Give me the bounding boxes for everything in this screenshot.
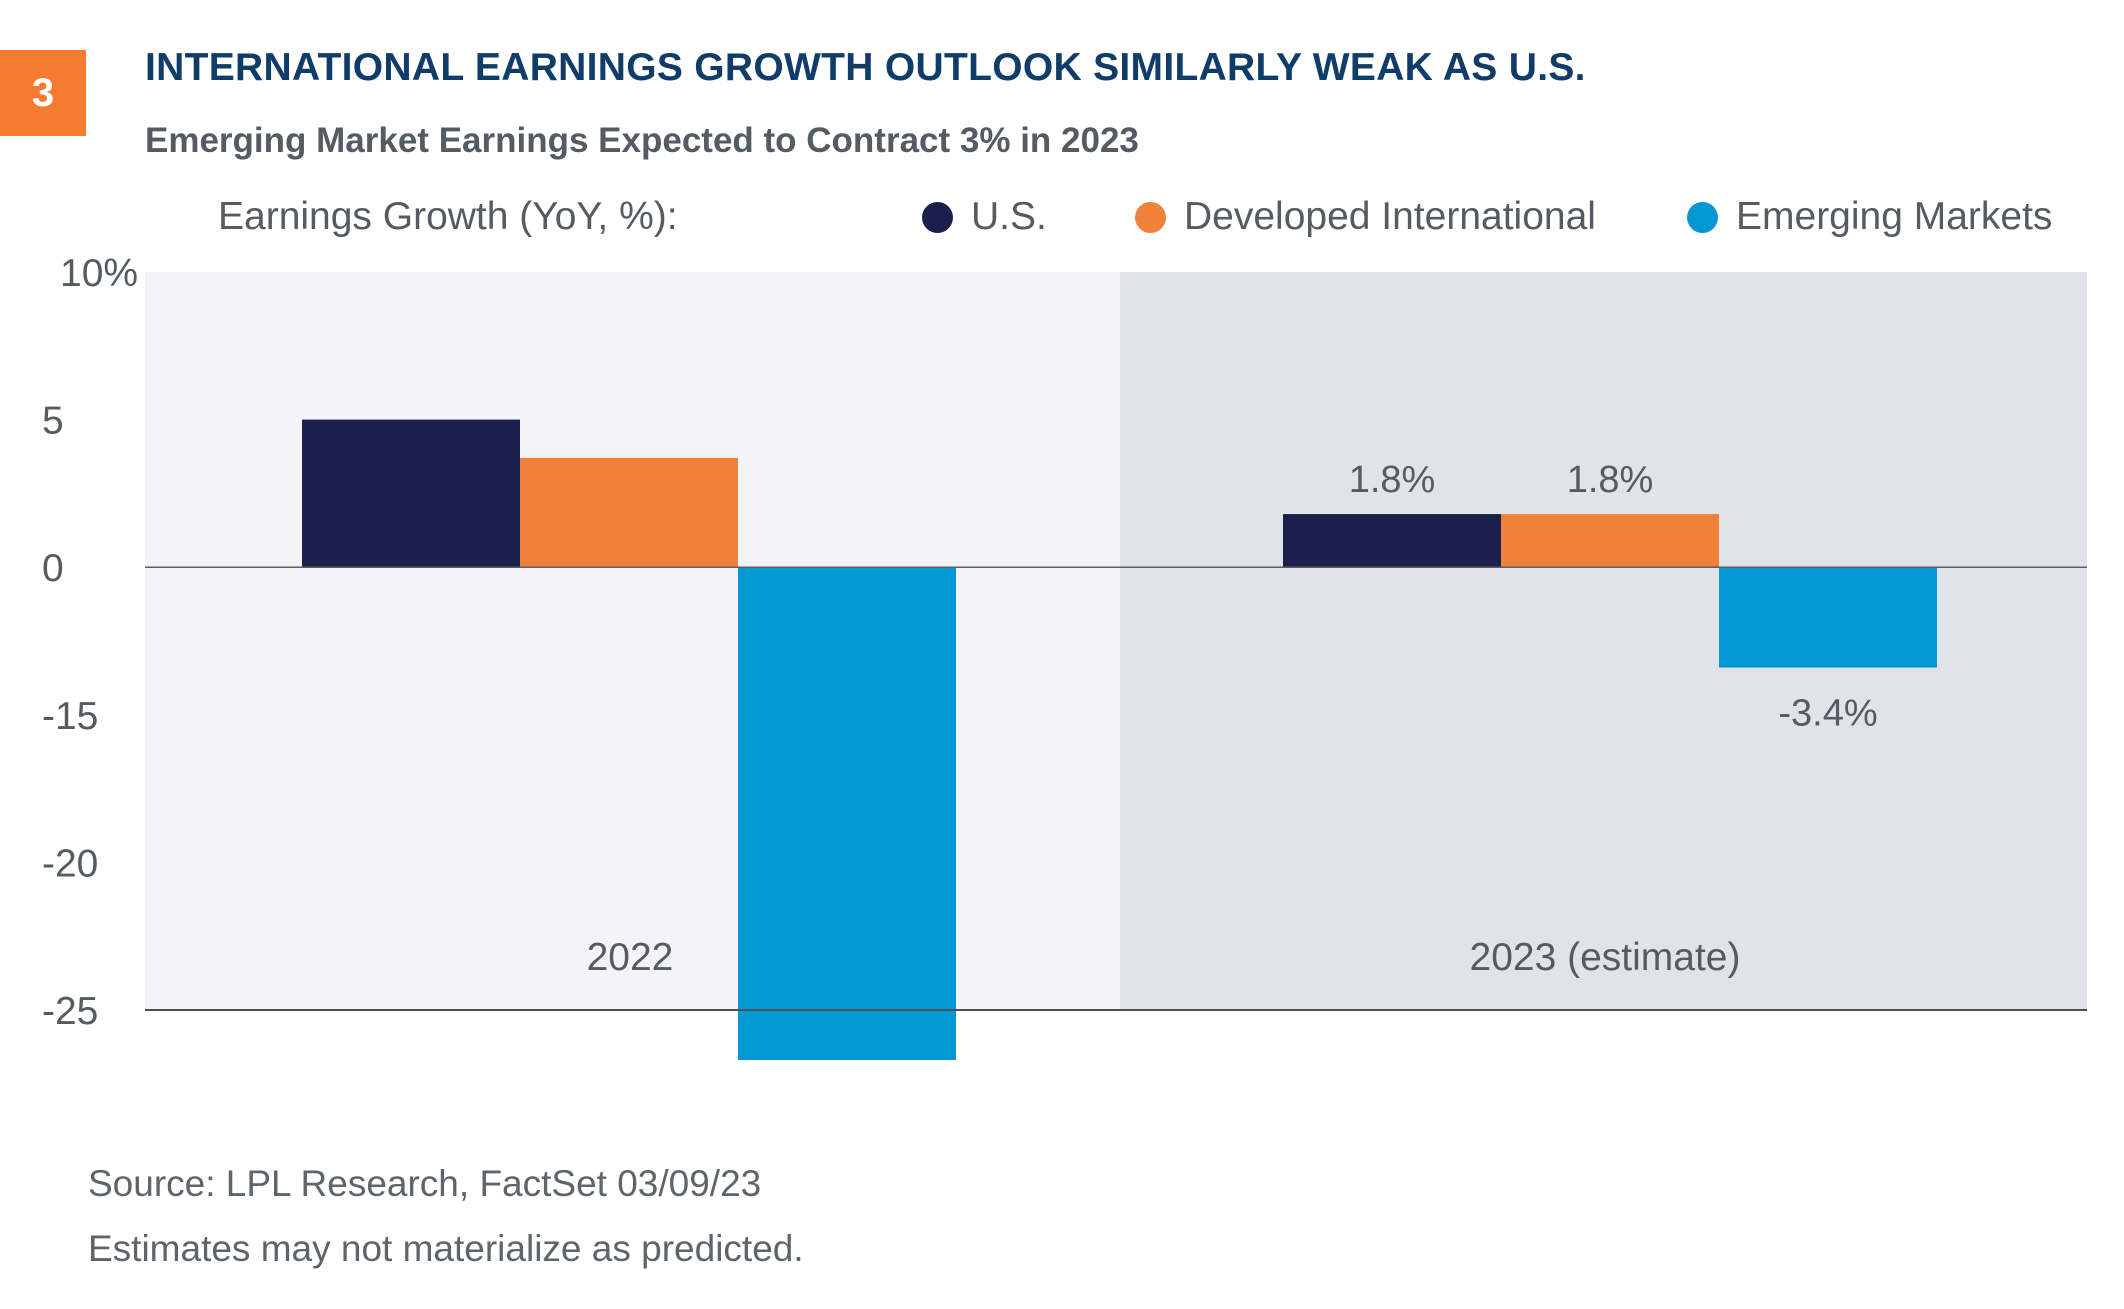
legend: Earnings Growth (YoY, %): U.S. Developed… (0, 195, 2124, 245)
legend-text-emerging: Emerging Markets (1736, 195, 2053, 238)
bar-emerging-2022 (738, 567, 956, 1060)
bar-developed-2023 (1501, 514, 1719, 568)
chart-number-badge: 3 (0, 50, 86, 136)
legend-item-emerging: Emerging Markets (1687, 195, 2052, 239)
chart-title: INTERNATIONAL EARNINGS GROWTH OUTLOOK SI… (145, 46, 1586, 89)
y-tick-label: 5 (42, 400, 64, 443)
legend-text-developed: Developed International (1184, 195, 1596, 238)
bar-developed-2022 (520, 457, 738, 568)
chart-subtitle: Emerging Market Earnings Expected to Con… (145, 121, 1139, 160)
legend-item-us: U.S. (922, 195, 1047, 239)
legend-swatch-us (922, 201, 953, 233)
bar-us-2023 (1283, 514, 1501, 568)
x-category-label: 2022 (587, 936, 674, 979)
y-tick-label: 0 (42, 547, 64, 590)
legend-item-developed: Developed International (1135, 195, 1596, 239)
panel-2023 (1120, 272, 2087, 1010)
bar-us-2022 (302, 419, 520, 568)
source-note: Source: LPL Research, FactSet 03/09/23 (88, 1163, 762, 1204)
data-label-developed-2023: 1.8% (1567, 459, 1654, 501)
legend-label: Earnings Growth (YoY, %): (218, 195, 678, 238)
bar-emerging-2023 (1719, 567, 1937, 668)
legend-text-us: U.S. (971, 195, 1047, 238)
y-tick-label: -15 (42, 695, 98, 738)
y-tick-label: -25 (42, 990, 98, 1033)
data-label-emerging-2023: -3.4% (1778, 693, 1877, 735)
bar-chart: 1.8% 1.8% -3.4% 10% 5 0 -15 -20 -25 2022 2023 (est… (42, 252, 2087, 1060)
data-label-us-2023: 1.8% (1349, 459, 1436, 501)
disclaimer-note: Estimates may not materialize as predict… (88, 1228, 804, 1269)
y-tick-label: -20 (42, 842, 98, 885)
legend-swatch-emerging (1687, 201, 1718, 233)
x-category-label: 2023 (estimate) (1470, 936, 1741, 979)
legend-swatch-developed (1135, 201, 1166, 233)
y-tick-label: 10% (60, 252, 138, 295)
panel-2022 (145, 272, 1120, 1010)
